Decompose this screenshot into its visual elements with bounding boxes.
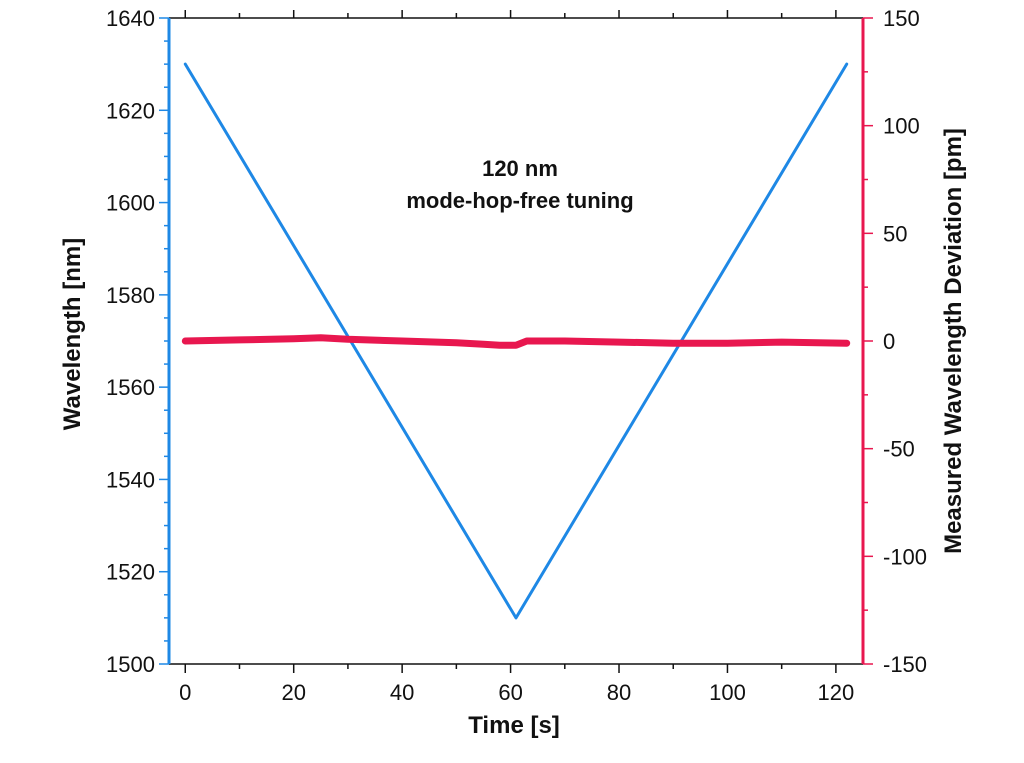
- x-tick-label: 80: [607, 680, 631, 705]
- left-y-tick-label: 1600: [106, 191, 155, 216]
- x-tick-label: 100: [709, 680, 746, 705]
- left-y-tick-label: 1540: [106, 467, 155, 492]
- left-y-tick-label: 1500: [106, 652, 155, 677]
- x-tick-label: 120: [818, 680, 855, 705]
- x-tick-label: 60: [498, 680, 522, 705]
- wavelength-series-line: [183, 62, 849, 620]
- right-y-tick-label: 150: [883, 6, 920, 31]
- left-y-tick-label: 1640: [106, 6, 155, 31]
- right-y-tick-label: -50: [883, 437, 915, 462]
- x-axis-ticks: 0 20 40 60 80 100 120: [179, 10, 854, 705]
- right-y-tick-label: 100: [883, 114, 920, 139]
- x-tick-label: 0: [179, 680, 191, 705]
- right-y-tick-label: -150: [883, 652, 927, 677]
- x-tick-label: 40: [390, 680, 414, 705]
- left-y-tick-label: 1580: [106, 283, 155, 308]
- left-y-tick-label: 1520: [106, 560, 155, 585]
- right-y-axis-title: Measured Wavelength Deviation [pm]: [940, 128, 967, 554]
- x-tick-label: 20: [281, 680, 305, 705]
- series-layer: [181, 62, 851, 620]
- left-y-axis-ticks: 1500 1520 1540 1560 1580 1600 1620 1640: [106, 6, 169, 677]
- right-y-tick-label: -100: [883, 544, 927, 569]
- annotation-line-2: mode-hop-free tuning: [406, 188, 633, 213]
- left-y-tick-label: 1620: [106, 98, 155, 123]
- deviation-series-line: [181, 334, 851, 349]
- x-axis-title: Time [s]: [468, 712, 560, 739]
- right-y-tick-label: 50: [883, 221, 907, 246]
- annotation-line-1: 120 nm: [482, 156, 558, 181]
- left-y-tick-label: 1560: [106, 375, 155, 400]
- right-y-tick-label: 0: [883, 329, 895, 354]
- left-y-axis-title: Wavelength [nm]: [59, 238, 86, 430]
- right-y-axis-ticks: -150 -100 -50 0 50 100 150: [863, 6, 927, 677]
